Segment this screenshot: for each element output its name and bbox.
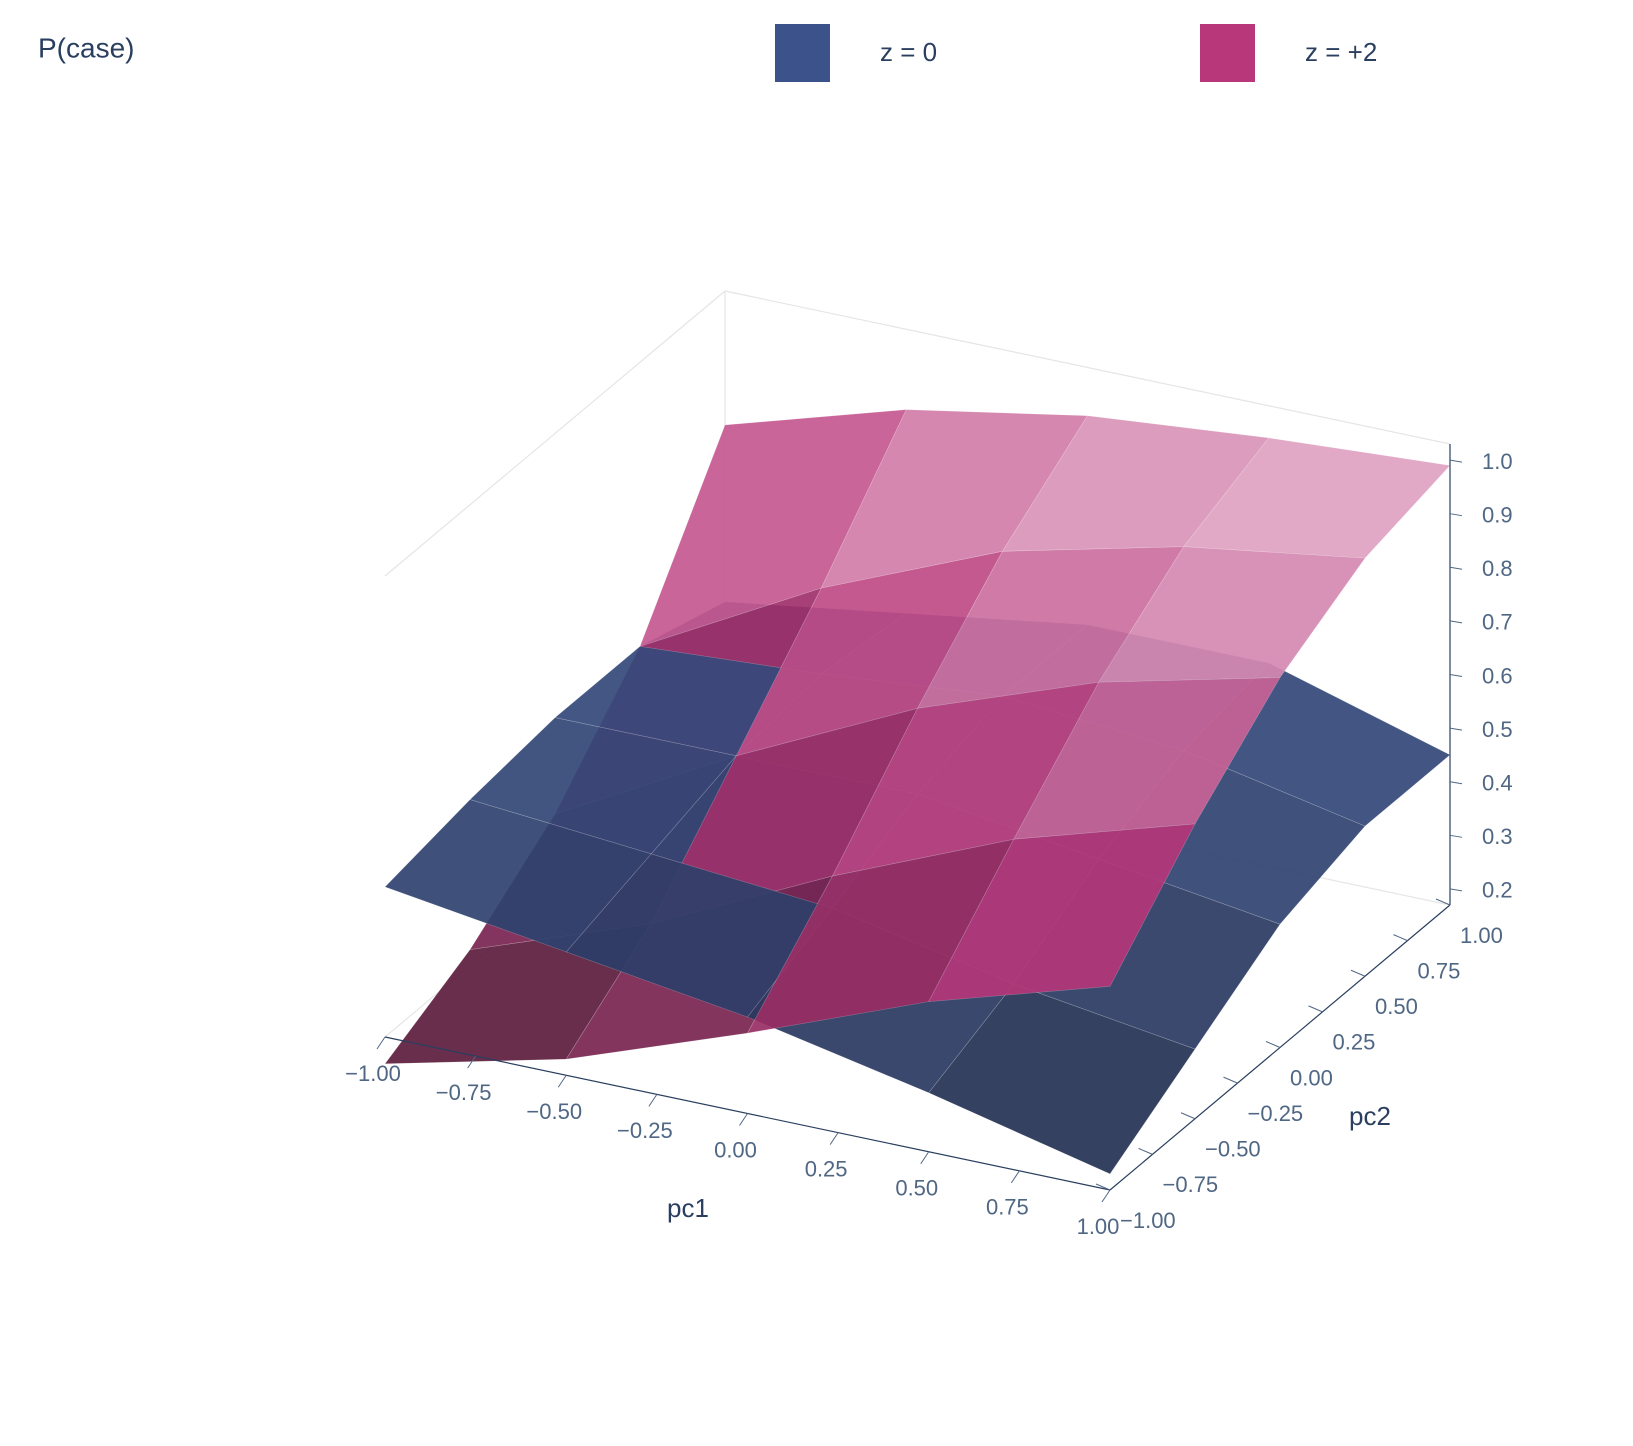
y-tick-label: 0.50: [1375, 994, 1418, 1019]
x-tick: [557, 1074, 567, 1088]
y-axis-title: pc2: [1349, 1101, 1391, 1131]
z-tick: [1449, 566, 1463, 570]
z-tick: [1449, 727, 1463, 731]
x-tick-label: 0.75: [986, 1195, 1029, 1220]
y-tick-label: 0.75: [1418, 958, 1461, 983]
y-tick-label: 0.00: [1290, 1065, 1333, 1090]
z-tick: [1449, 620, 1463, 624]
legend-label: z = 0: [880, 37, 937, 67]
x-tick: [467, 1055, 477, 1069]
legend-label: z = +2: [1305, 37, 1377, 67]
surface-patch: [928, 823, 1196, 1003]
y-tick-label: −0.50: [1205, 1137, 1261, 1162]
surface-patch: [928, 983, 1196, 1175]
x-tick-label: 1.00: [1077, 1214, 1120, 1239]
z-tick-label: 0.9: [1482, 502, 1513, 527]
y-tick: [1265, 1041, 1281, 1048]
legend-swatch: [1200, 24, 1255, 82]
y-tick-label: −0.25: [1248, 1101, 1304, 1126]
x-tick: [648, 1094, 658, 1107]
y-tick: [1350, 969, 1366, 977]
y-tick-label: −1.00: [1120, 1208, 1176, 1233]
legend-swatch: [775, 24, 830, 82]
z-tick-label: 0.7: [1482, 610, 1513, 635]
x-tick-label: 0.25: [805, 1156, 848, 1181]
z-tick: [1449, 888, 1463, 892]
z-tick-label: 0.4: [1482, 771, 1513, 796]
y-tick: [1308, 1005, 1323, 1013]
x-tick-label: −0.50: [526, 1099, 582, 1124]
z-tick-label: 0.3: [1482, 824, 1513, 849]
x-tick: [739, 1113, 748, 1126]
y-tick: [1138, 1147, 1153, 1155]
scene: −1.00−0.75−0.50−0.250.000.250.500.751.00…: [345, 290, 1513, 1239]
x-tick: [376, 1036, 386, 1050]
z-tick: [1449, 781, 1463, 785]
y-tick: [1435, 898, 1451, 906]
x-tick: [1010, 1170, 1020, 1184]
y-tick-label: 0.25: [1333, 1030, 1376, 1055]
y-tick-label: 1.00: [1460, 923, 1503, 948]
x-tick-label: −1.00: [345, 1061, 401, 1086]
x-tick: [920, 1151, 930, 1165]
x-tick-label: −0.75: [436, 1080, 492, 1105]
x-tick-label: 0.00: [714, 1137, 757, 1162]
y-tick: [1095, 1183, 1111, 1191]
z-tick-label: 1.0: [1482, 449, 1513, 474]
x-tick-label: 0.50: [895, 1176, 938, 1201]
x-tick-label: −0.25: [617, 1118, 673, 1143]
y-tick: [1223, 1076, 1238, 1084]
x-axis-title: pc1: [667, 1193, 709, 1223]
z-tick: [1449, 513, 1463, 517]
surface-patch: [1013, 677, 1281, 840]
z-tick-label: 0.2: [1482, 878, 1513, 903]
x-tick: [829, 1132, 839, 1145]
chart-title: P(case): [38, 32, 134, 63]
wall-edge: [384, 290, 726, 577]
z-tick-label: 0.6: [1482, 663, 1513, 688]
x-tick: [1101, 1189, 1111, 1203]
wall-edge: [724, 290, 1451, 445]
z-tick-label: 0.8: [1482, 556, 1513, 581]
z-tick: [1449, 674, 1463, 677]
z-tick-label: 0.5: [1482, 717, 1513, 742]
y-tick-label: −0.75: [1163, 1172, 1219, 1197]
y-tick: [1180, 1112, 1196, 1120]
z-tick: [1449, 834, 1463, 838]
y-tick: [1393, 934, 1408, 942]
z-tick: [1449, 459, 1463, 463]
surface-patch: [746, 838, 1015, 1034]
